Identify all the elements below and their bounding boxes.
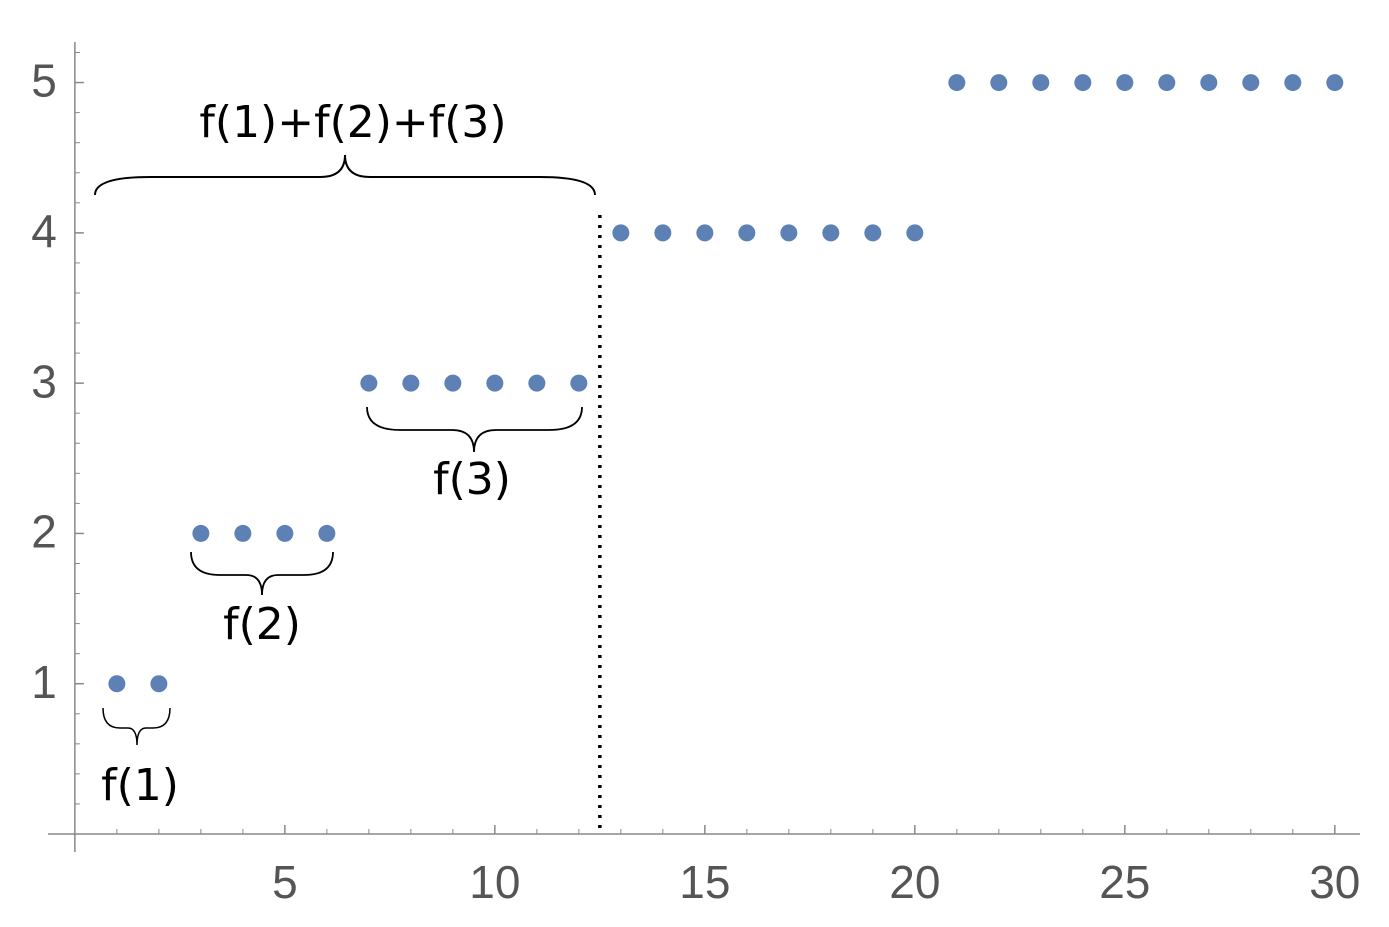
point: [108, 675, 126, 693]
y-tick-label: 4: [31, 205, 57, 257]
x-tick-label: 30: [1309, 856, 1360, 908]
point: [1032, 74, 1050, 92]
brace: [94, 154, 596, 196]
x-tick-label: 5: [272, 856, 298, 908]
y-tick-label: 1: [31, 656, 57, 708]
annotation: f(3): [433, 454, 511, 505]
point: [822, 224, 840, 242]
annotation: f(1): [101, 760, 179, 811]
brace: [102, 707, 171, 746]
point: [1200, 74, 1218, 92]
y-tick-label: 2: [31, 506, 57, 558]
brace: [190, 551, 334, 596]
point: [192, 524, 210, 542]
point: [276, 524, 294, 542]
point: [1116, 74, 1134, 92]
brace: [366, 406, 583, 453]
x-tick-label: 10: [469, 856, 520, 908]
point: [990, 74, 1008, 92]
point: [654, 224, 672, 242]
point: [1074, 74, 1092, 92]
point: [486, 374, 504, 392]
point: [570, 374, 588, 392]
point: [864, 224, 882, 242]
point: [318, 524, 336, 542]
x-tick-label: 20: [889, 856, 940, 908]
point: [738, 224, 756, 242]
point: [234, 524, 252, 542]
point: [360, 374, 378, 392]
x-tick-label: 25: [1099, 856, 1150, 908]
y-tick-label: 5: [31, 55, 57, 107]
y-tick-label: 3: [31, 355, 57, 407]
point: [1326, 74, 1344, 92]
point: [1284, 74, 1302, 92]
point: [1158, 74, 1176, 92]
point: [780, 224, 798, 242]
annotation: f(1)+f(2)+f(3): [199, 97, 506, 148]
point: [444, 374, 462, 392]
point: [906, 224, 924, 242]
x-tick-label: 15: [679, 856, 730, 908]
point: [948, 74, 966, 92]
annotation: f(2): [223, 599, 301, 650]
point: [402, 374, 420, 392]
point: [612, 224, 630, 242]
point: [150, 675, 168, 693]
point: [1242, 74, 1260, 92]
point: [696, 224, 714, 242]
point: [528, 374, 546, 392]
